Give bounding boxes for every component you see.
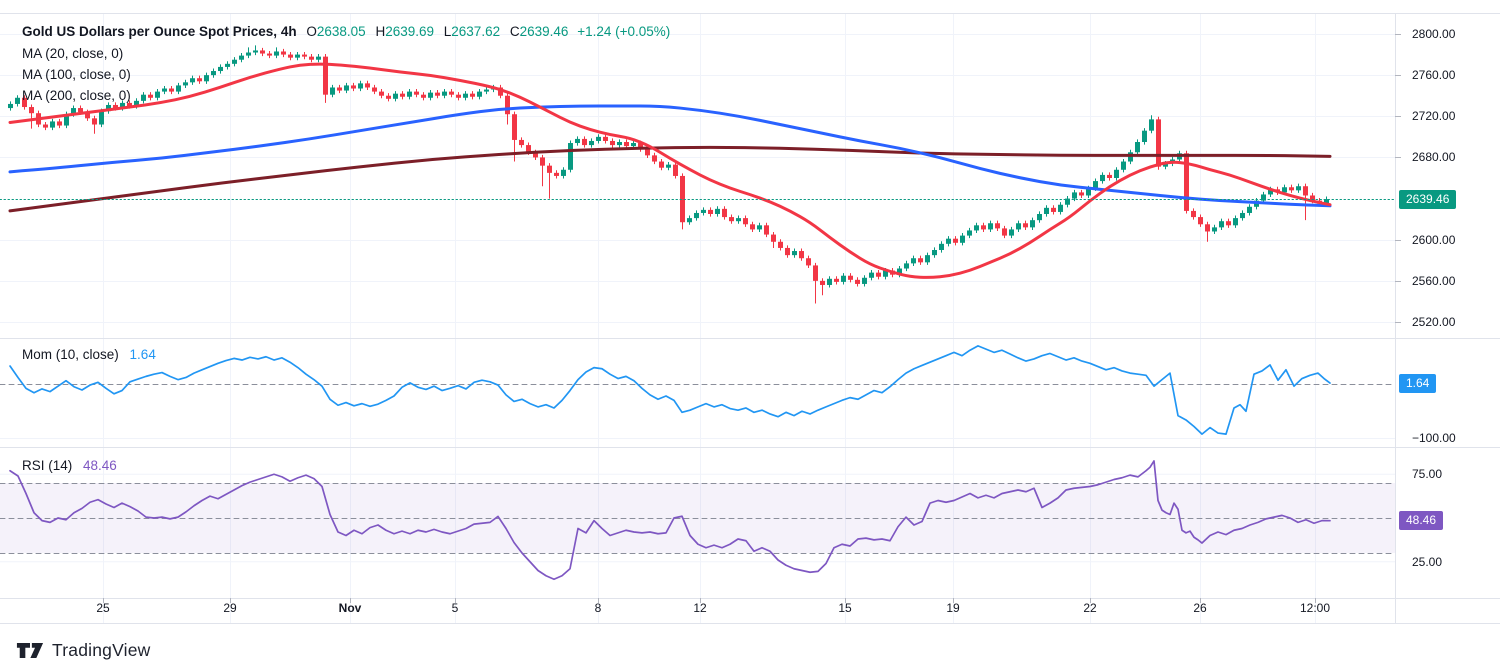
chart-canvas[interactable]: [0, 0, 1500, 671]
tradingview-chart: Gold US Dollars per Ounce Spot Prices, 4…: [0, 0, 1500, 671]
